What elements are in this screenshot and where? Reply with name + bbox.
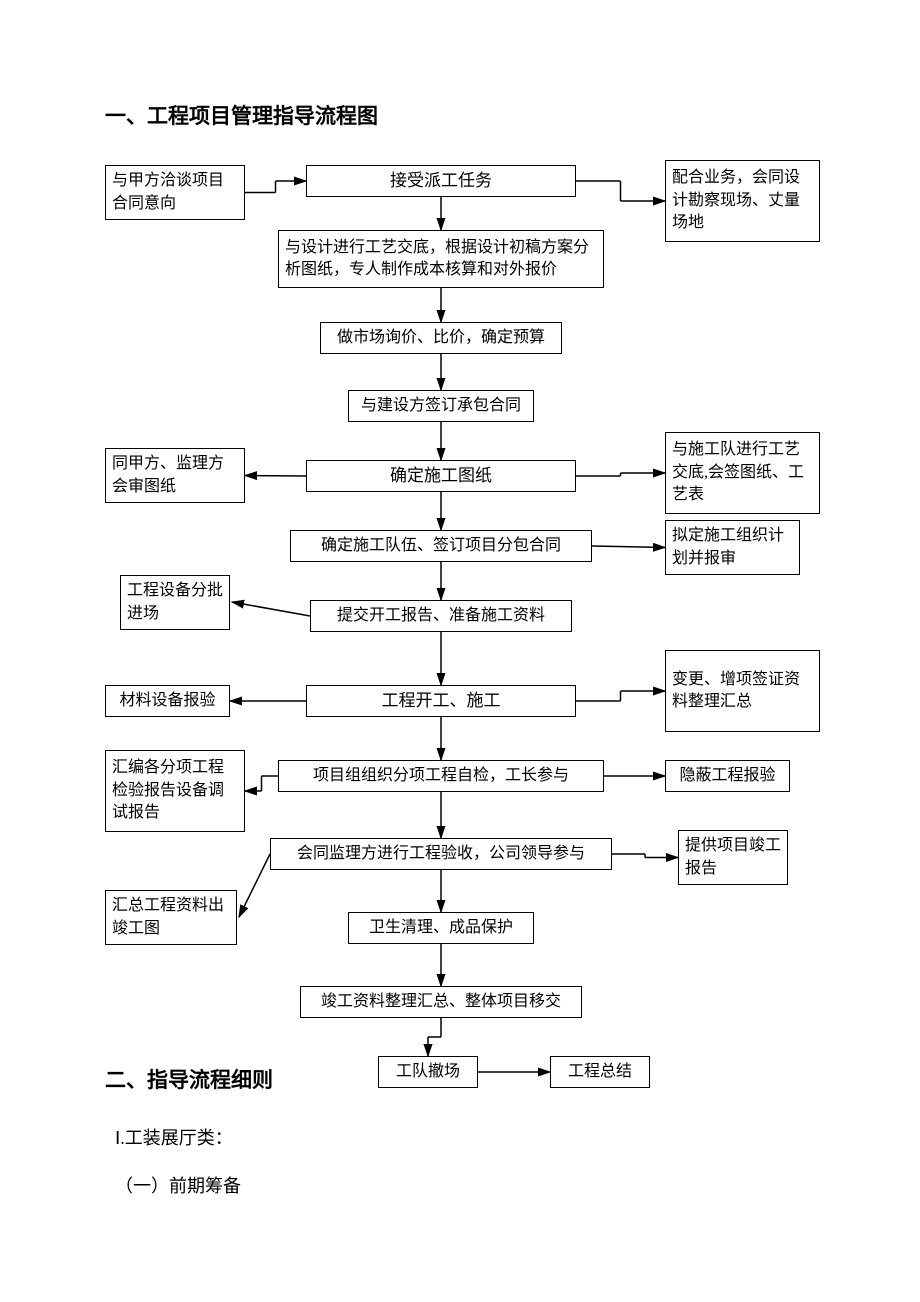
node-c3: 做市场询价、比价，确定预算 [320, 322, 562, 354]
heading-2: 二、指导流程细则 [105, 1064, 273, 1094]
node-c2: 与设计进行工艺交底，根据设计初稿方案分析图纸，专人制作成本核算和对外报价 [278, 230, 604, 288]
node-c11: 卫生清理、成品保护 [348, 912, 534, 944]
subheading-1: Ⅰ.工装展厅类： [115, 1124, 233, 1150]
subheading-2: （一）前期筹备 [115, 1172, 241, 1198]
node-c9: 项目组组织分项工程自检，工长参与 [278, 760, 604, 792]
node-side_l4: 材料设备报验 [105, 685, 230, 717]
node-c5: 确定施工图纸 [306, 460, 576, 492]
node-c6: 确定施工队伍、签订项目分包合同 [290, 530, 592, 562]
node-c13: 工队撤场 [378, 1056, 478, 1088]
node-c14: 工程总结 [550, 1056, 650, 1088]
node-side_r2: 与施工队进行工艺交底,会签图纸、工艺表 [665, 432, 820, 514]
node-side_tl: 与甲方洽谈项目合同意向 [105, 165, 245, 220]
node-c4: 与建设方签订承包合同 [348, 390, 534, 422]
node-side_l5: 汇编各分项工程检验报告设备调试报告 [105, 750, 245, 832]
node-side_l3: 工程设备分批进场 [120, 575, 230, 630]
node-c10: 会同监理方进行工程验收，公司领导参与 [270, 838, 612, 870]
node-side_r4: 变更、增项签证资料整理汇总 [665, 650, 820, 732]
node-side_l2: 同甲方、监理方会审图纸 [105, 448, 245, 503]
node-side_r3: 拟定施工组织计划并报审 [665, 520, 800, 575]
node-c8: 工程开工、施工 [306, 685, 576, 717]
node-c1: 接受派工任务 [306, 165, 576, 197]
node-side_tr: 配合业务，会同设计勘察现场、丈量场地 [665, 160, 820, 242]
node-c12: 竣工资料整理汇总、整体项目移交 [300, 986, 582, 1018]
node-c7: 提交开工报告、准备施工资料 [310, 600, 572, 632]
node-side_l6: 汇总工程资料出竣工图 [105, 890, 237, 945]
page: 一、工程项目管理指导流程图 与甲方洽谈项目合同意向 接受派工任务 配合业务，会同设计… [0, 0, 920, 1302]
node-side_r5: 隐蔽工程报验 [665, 760, 790, 792]
heading-1: 一、工程项目管理指导流程图 [105, 100, 378, 130]
node-side_r6: 提供项目竣工报告 [678, 830, 788, 885]
